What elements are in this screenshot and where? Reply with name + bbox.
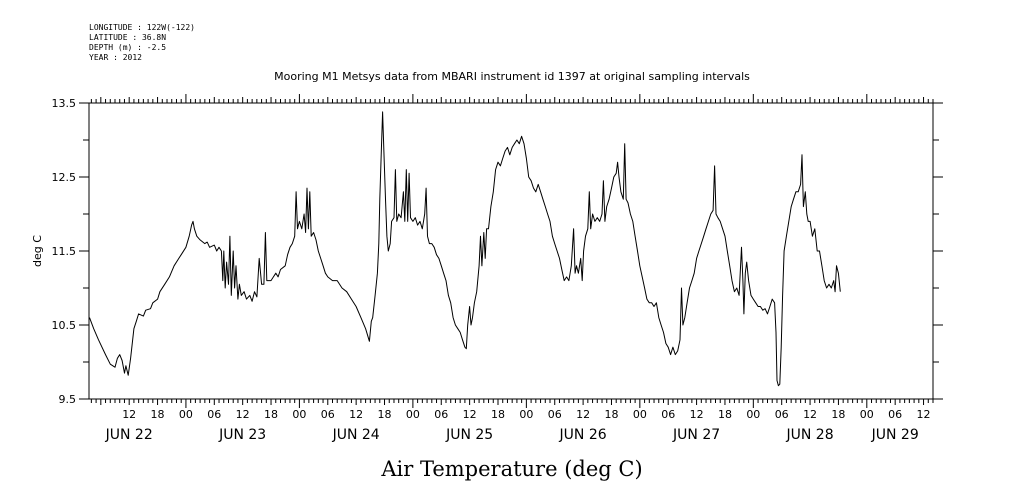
hour-tick-label: 00	[746, 408, 760, 421]
hour-tick-label: 12	[917, 408, 931, 421]
hour-tick-label: 18	[718, 408, 732, 421]
y-tick-labels: 9.5 10.5 11.5 12.5 13.5	[52, 97, 77, 406]
hour-tick-label: 18	[264, 408, 278, 421]
hour-tick-label: 00	[406, 408, 420, 421]
hour-tick-label: 18	[831, 408, 845, 421]
hour-tick-labels: 12 18 00 06 12 18 00 06 12 18 00 06 12 18 00 06 12 18 00 06…	[122, 408, 930, 421]
chart-title: Mooring M1 Metsys data from MBARI instru…	[274, 70, 750, 83]
hour-tick-label: 00	[179, 408, 193, 421]
header-longitude: LONGITUDE : 122W(-122)	[89, 23, 195, 32]
day-label: JUN 28	[786, 427, 834, 443]
y-tick-label: 11.5	[52, 245, 77, 258]
hour-tick-label: 12	[803, 408, 817, 421]
day-labels: JUN 22 JUN 23 JUN 24 JUN 25 JUN 26 JUN 27 JUN …	[105, 427, 919, 443]
y-axis-label: deg C	[31, 235, 44, 267]
hour-tick-label: 12	[463, 408, 477, 421]
hour-tick-label: 06	[434, 408, 448, 421]
header-depth: DEPTH (m) : -2.5	[89, 43, 166, 52]
y-tick-label: 12.5	[52, 171, 77, 184]
hour-tick-label: 06	[548, 408, 562, 421]
hour-tick-label: 12	[690, 408, 704, 421]
day-label: JUN 26	[559, 427, 607, 443]
y-ticks	[79, 102, 943, 400]
air-temperature-line	[89, 111, 841, 387]
hour-tick-label: 06	[888, 408, 902, 421]
y-tick-label: 9.5	[59, 393, 77, 406]
day-label: JUN 29	[871, 427, 919, 443]
y-tick-label: 10.5	[52, 319, 77, 332]
header-year: YEAR : 2012	[89, 53, 142, 62]
hour-tick-label: 00	[860, 408, 874, 421]
hour-tick-label: 06	[321, 408, 335, 421]
hour-tick-label: 12	[349, 408, 363, 421]
day-label: JUN 27	[672, 427, 720, 443]
hour-tick-label: 12	[236, 408, 250, 421]
day-label: JUN 24	[332, 427, 380, 443]
hour-tick-label: 00	[292, 408, 306, 421]
x-axis-label: Air Temperature (deg C)	[380, 457, 642, 481]
hour-tick-label: 06	[207, 408, 221, 421]
day-label: JUN 23	[218, 427, 266, 443]
hour-tick-label: 12	[122, 408, 136, 421]
bottom-ticks	[90, 399, 934, 408]
header-latitude: LATITUDE : 36.8N	[89, 33, 166, 42]
plot-frame	[88, 102, 934, 400]
y-tick-label: 13.5	[52, 97, 77, 110]
hour-tick-label: 00	[633, 408, 647, 421]
hour-tick-label: 00	[519, 408, 533, 421]
hour-tick-label: 18	[151, 408, 165, 421]
hour-tick-label: 06	[661, 408, 675, 421]
day-label: JUN 25	[445, 427, 493, 443]
hour-tick-label: 18	[378, 408, 392, 421]
hour-tick-label: 18	[491, 408, 505, 421]
header-info: LONGITUDE : 122W(-122) LATITUDE : 36.8N …	[89, 23, 195, 62]
day-label: JUN 22	[105, 427, 153, 443]
hour-tick-label: 18	[604, 408, 618, 421]
hour-tick-label: 12	[576, 408, 590, 421]
top-ticks	[90, 94, 934, 103]
hour-tick-label: 06	[775, 408, 789, 421]
